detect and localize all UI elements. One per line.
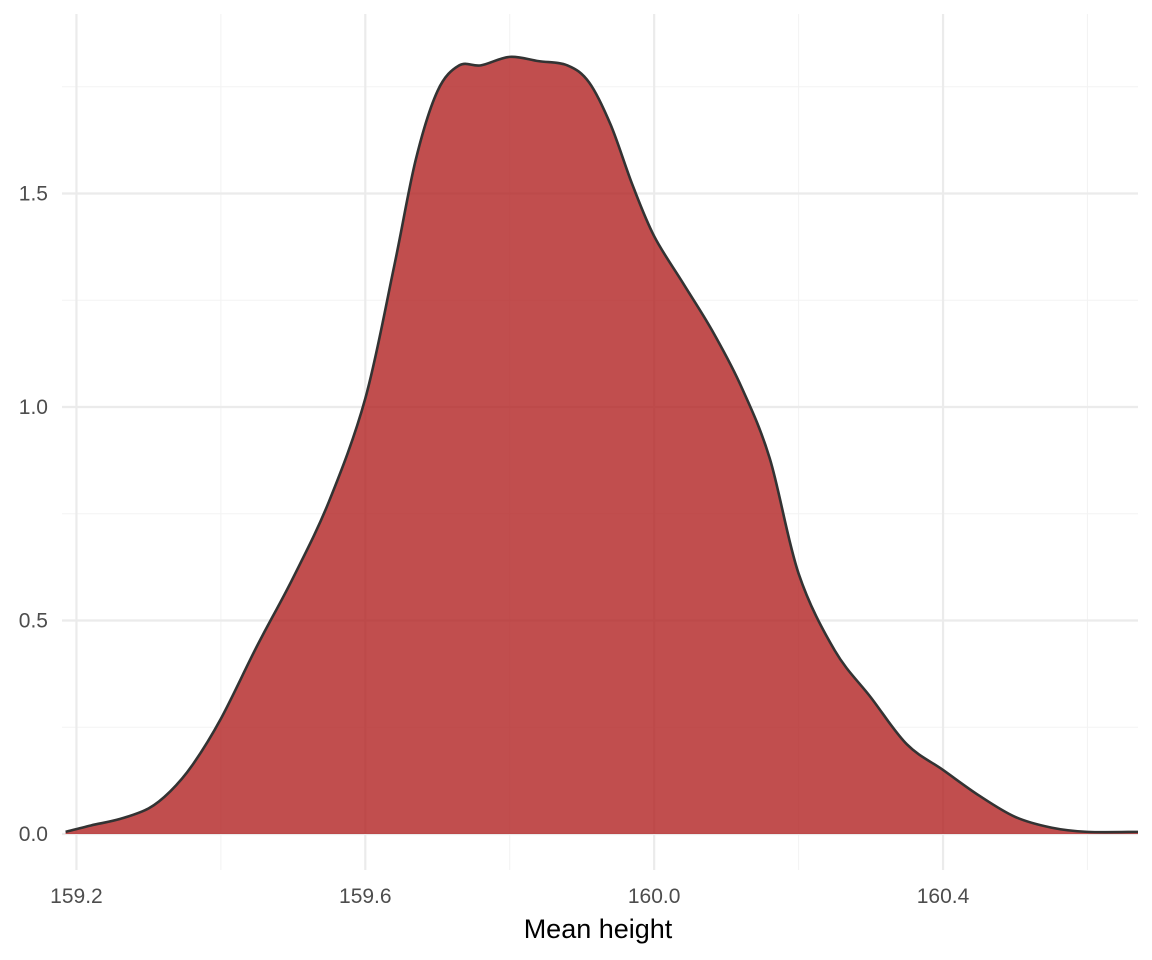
density-line	[65, 55, 1139, 834]
x-tick-label: 160.4	[917, 885, 970, 908]
y-tick-label: 0.5	[19, 610, 48, 633]
x-tick-label: 159.2	[50, 885, 103, 908]
y-tick-label: 0.0	[19, 823, 48, 846]
x-axis-title: Mean height	[524, 914, 673, 944]
y-tick-label: 1.0	[19, 396, 48, 419]
y-axis-ticks: 0.0 0.5 1.0 1.5	[19, 183, 48, 847]
density-fill	[65, 56, 1139, 834]
x-axis-ticks: 159.2 159.6 160.0 160.4	[50, 885, 969, 908]
y-tick-label: 1.5	[19, 183, 48, 206]
x-tick-label: 159.6	[339, 885, 392, 908]
x-tick-label: 160.0	[628, 885, 681, 908]
density-marks	[65, 55, 1139, 834]
